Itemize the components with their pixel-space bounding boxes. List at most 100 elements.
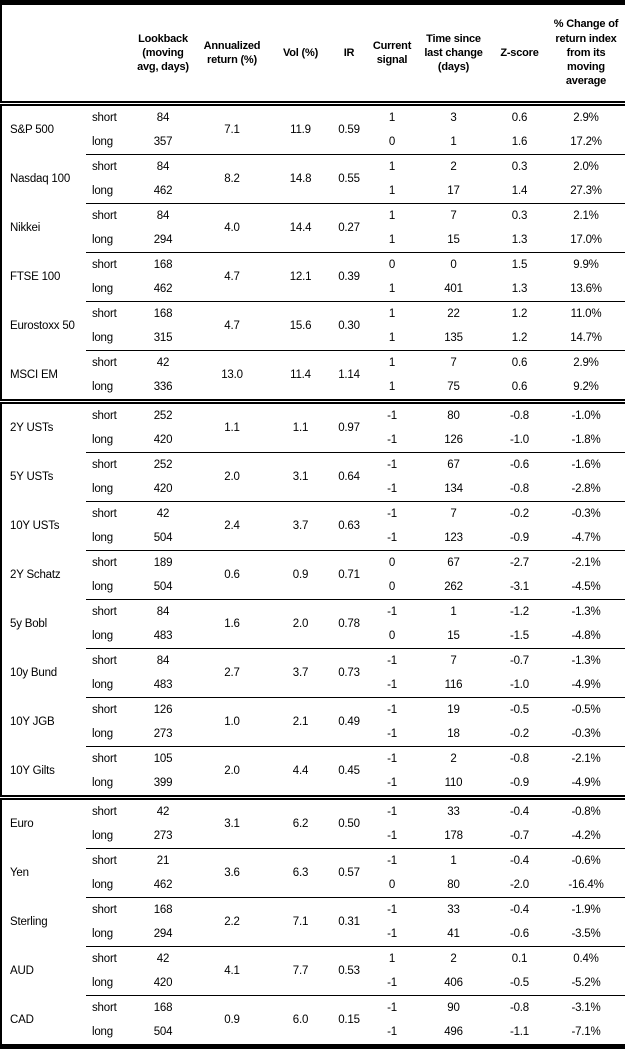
current-signal-value: -1 — [387, 728, 397, 740]
asset-name: Euro — [1, 795, 86, 849]
annualized-return-value: 1.1 — [192, 399, 272, 453]
vol-value: 6.2 — [272, 795, 329, 849]
time-since-value: 1 — [415, 848, 492, 873]
zscore-value: -1.2 — [492, 599, 547, 624]
current-signal-value: -1 — [387, 483, 397, 495]
time-since-value: 1 — [415, 599, 492, 624]
zscore-value: -1.5 — [509, 630, 530, 642]
zscore-value: 0.6 — [511, 381, 528, 393]
vol-value: 1.1 — [272, 399, 329, 453]
current-signal-value: 0 — [388, 630, 396, 642]
ir-value: 0.15 — [329, 995, 369, 1047]
ir-value: 0.30 — [329, 301, 369, 351]
lookback-value: 42 — [134, 501, 192, 526]
ir-value: 0.45 — [329, 746, 369, 798]
ir-value: 0.57 — [329, 848, 369, 898]
horizon-label: long — [92, 928, 113, 940]
col-header-time-since: Time since last change (days) — [415, 2, 492, 106]
lookback-value: 462 — [153, 879, 173, 891]
current-signal-value: -1 — [387, 1026, 397, 1038]
current-signal-value: -1 — [369, 501, 415, 526]
pct-change-value: -1.8% — [571, 434, 601, 446]
asset-name: 5Y USTs — [10, 471, 54, 483]
vol-value: 6.3 — [272, 848, 329, 898]
zscore-value: -0.8 — [492, 995, 547, 1020]
horizon-label: short — [86, 350, 134, 375]
time-since-value: 7 — [415, 203, 492, 228]
horizon-label: short — [86, 452, 134, 477]
current-signal-value: 0 — [369, 252, 415, 277]
horizon-label: long — [92, 1026, 113, 1038]
asset-name: Eurostoxx 50 — [10, 320, 75, 332]
current-signal-value: 0 — [388, 879, 396, 891]
horizon-label: long — [92, 381, 113, 393]
time-since-value: 80 — [415, 399, 492, 428]
horizon-label: short — [86, 795, 134, 824]
pct-change-value: -5.2% — [571, 977, 601, 989]
col-header-lookback: Lookback (moving avg, days) — [134, 2, 192, 106]
zscore-value: -0.4 — [492, 795, 547, 824]
vol-value: 3.7 — [272, 501, 329, 551]
lookback-value: 42 — [134, 946, 192, 971]
table-row: long 462 0 80 -2.0 -16.4% — [1, 873, 625, 898]
pct-change-value: 17.0% — [570, 234, 602, 246]
zscore-value: -0.2 — [492, 501, 547, 526]
lookback-value: 21 — [134, 848, 192, 873]
lookback-value: 42 — [134, 350, 192, 375]
zscore-value: -1.1 — [509, 1026, 530, 1038]
annualized-return-value: 4.1 — [192, 946, 272, 996]
ir-value: 1.14 — [329, 350, 369, 402]
asset-name: S&P 500 — [10, 124, 54, 137]
vol-value: 15.6 — [272, 301, 329, 351]
lookback-value: 420 — [153, 483, 173, 495]
annualized-return-value: 2.0 — [192, 746, 272, 798]
lookback-value: 462 — [153, 283, 173, 295]
current-signal-value: -1 — [369, 746, 415, 771]
pct-change-value: 2.9% — [573, 112, 599, 124]
table-row: 10y Bund short 84 2.7 3.7 0.73 -1 7 -0.7 -1.3% — [1, 648, 625, 698]
table-row: 2Y USTs short 252 1.1 1.1 0.97 -1 80 -0.8 -1.0% — [1, 399, 625, 453]
current-signal-value: -1 — [369, 399, 415, 428]
zscore-value: -0.8 — [509, 483, 530, 495]
current-signal-value: 1 — [388, 283, 396, 295]
annualized-return-value: 4.7 — [192, 252, 272, 302]
horizon-label: short — [86, 501, 134, 526]
time-since-value: 0 — [415, 252, 492, 277]
pct-change-value: -3.5% — [571, 928, 601, 940]
lookback-value: 168 — [134, 995, 192, 1020]
pct-change-value: -1.6% — [547, 452, 625, 477]
annualized-return-value: 2.2 — [192, 897, 272, 947]
table-row: long 462 1 401 1.3 13.6% — [1, 277, 625, 302]
time-since-value: 67 — [415, 550, 492, 575]
zscore-value: -0.8 — [492, 746, 547, 771]
table-row: 2Y Schatz short 189 0.6 0.9 0.71 0 67 -2.7 -2.1% — [1, 550, 625, 600]
table-row: long 357 0 1 1.6 17.2% — [1, 130, 625, 155]
vol-value: 11.9 — [290, 124, 311, 136]
time-since-value: 178 — [444, 830, 463, 842]
pct-change-value: -0.3% — [547, 501, 625, 526]
time-since-value: 80 — [447, 879, 460, 891]
horizon-label: long — [92, 185, 113, 197]
col-header-pct-change: % Change of return index from its moving… — [547, 2, 625, 106]
zscore-value: -0.6 — [509, 928, 530, 940]
pct-change-value: -4.7% — [571, 532, 601, 544]
table-row: Nasdaq 100 short 84 8.2 14.8 0.55 1 2 0.3 2.0% — [1, 154, 625, 204]
annualized-return-value: 1.6 — [192, 599, 272, 649]
col-header-ir: IR — [329, 2, 369, 106]
ir-value: 0.49 — [329, 697, 369, 747]
table-row: long 399 -1 110 -0.9 -4.9% — [1, 771, 625, 798]
col-header-vol: Vol (%) — [272, 2, 329, 106]
zscore-value: -1.0 — [509, 679, 530, 691]
pct-change-value: 2.0% — [547, 154, 625, 179]
pct-change-value: 9.2% — [573, 381, 599, 393]
zscore-value: -2.0 — [509, 879, 530, 891]
time-since-value: 1 — [450, 136, 457, 148]
pct-change-value: -0.3% — [571, 728, 601, 740]
lookback-value: 504 — [153, 581, 173, 593]
current-signal-value: 1 — [369, 301, 415, 326]
ir-value: 0.39 — [329, 252, 369, 302]
table-row: 5Y USTs short 252 2.0 3.1 0.64 -1 67 -0.6 -1.6% — [1, 452, 625, 502]
lookback-value: 273 — [153, 830, 173, 842]
col-header-asset — [1, 2, 86, 106]
